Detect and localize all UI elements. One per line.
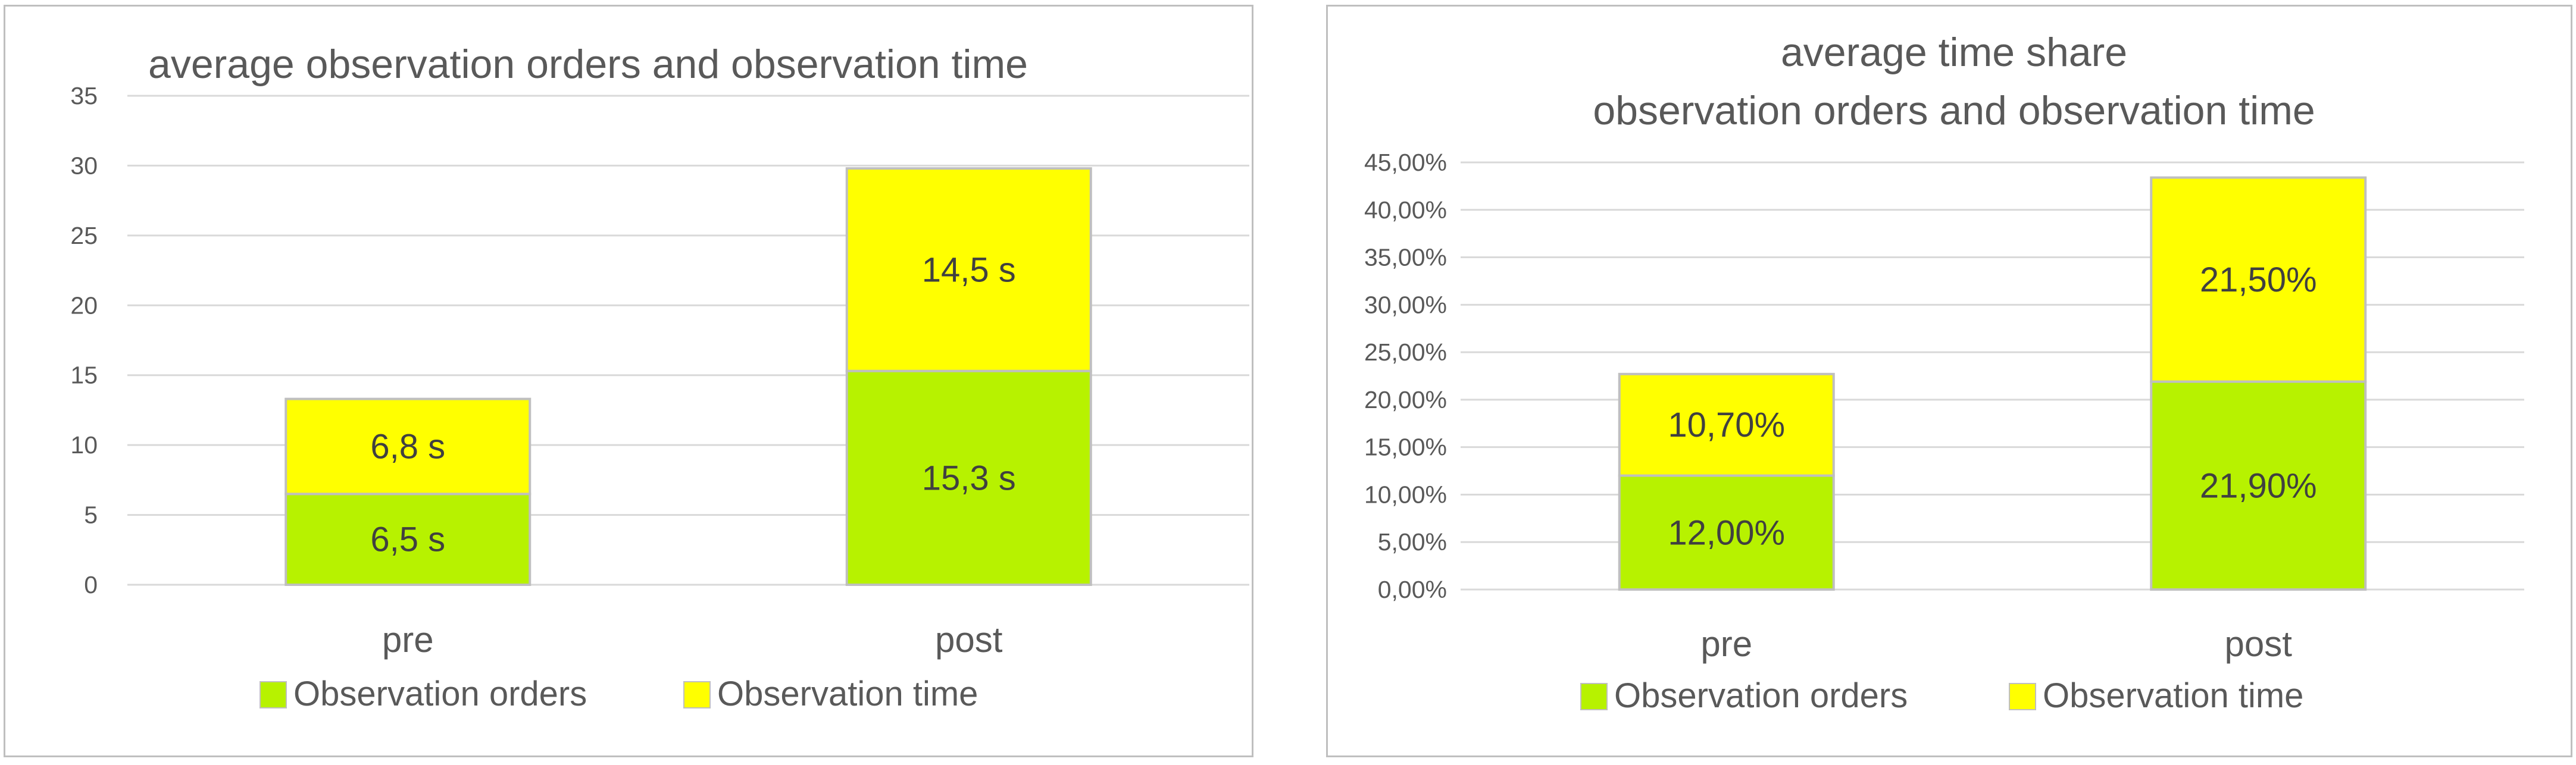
y-tick-label: 25 [70,222,98,249]
y-tick-label: 15 [70,362,98,389]
data-label: 15,3 s [922,459,1016,497]
legend-label: Observation time [717,675,978,713]
y-tick-label: 10 [70,431,98,459]
y-tick-label: 25,00% [1364,338,1447,366]
y-tick-label: 0 [84,571,98,598]
y-tick-label: 30 [70,152,98,179]
data-label: 6,5 s [370,521,445,559]
bar-observation-time-pre [1618,372,1835,477]
y-tick-label: 40,00% [1364,196,1447,224]
data-label: 6,8 s [370,427,445,466]
bar-observation-orders-pre [285,493,532,586]
chart-panel-time-share: average time share observation orders and… [1326,5,2572,757]
legend-swatch-observation-orders [1580,683,1608,710]
bar-observation-time-post [845,167,1092,372]
y-tick-label: 30,00% [1364,291,1447,318]
chart-title: average time share [1781,30,2127,75]
bar-observation-orders-pre [1618,474,1835,591]
y-tick-label: 5,00% [1378,528,1447,556]
chart-title: average observation orders and observati… [148,42,1028,87]
y-tick-label: 45,00% [1364,149,1447,176]
legend-label: Observation orders [1614,676,1908,715]
chart-svg-observation: average observation orders and observati… [70,42,1249,713]
data-label: 21,90% [2200,466,2317,505]
y-tick-label: 20 [70,291,98,319]
x-tick-label: post [2225,624,2293,664]
chart-svg-time-share: average time share observation orders and… [1364,30,2524,715]
legend-label: Observation time [2043,676,2303,715]
y-tick-label: 10,00% [1364,481,1447,508]
data-label: 14,5 s [922,250,1016,289]
x-tick-label: pre [382,620,434,660]
chart-panel-observation: average observation orders and observati… [4,5,1253,757]
y-tick-label: 35,00% [1364,244,1447,271]
y-tick-label: 15,00% [1364,434,1447,461]
legend-swatch-observation-time [2009,683,2036,710]
bar-observation-time-pre [285,397,532,496]
legend-label: Observation orders [293,675,587,713]
y-tick-label: 20,00% [1364,386,1447,413]
data-label: 21,50% [2200,261,2317,299]
bar-observation-orders-post [845,369,1092,586]
x-tick-label: post [935,620,1003,660]
legend-swatch-observation-orders [260,681,287,708]
y-tick-label: 35 [70,82,98,109]
bar-observation-time-post [2150,176,2367,383]
y-tick-label: 5 [84,501,98,529]
x-tick-label: pre [1700,624,1752,664]
bar-observation-orders-post [2150,380,2367,591]
data-label: 12,00% [1668,513,1785,552]
legend-swatch-observation-time [683,681,711,708]
data-label: 10,70% [1668,406,1785,444]
y-tick-label: 0,00% [1378,576,1447,603]
chart-title-line-2: observation orders and observation time [1593,88,2315,133]
